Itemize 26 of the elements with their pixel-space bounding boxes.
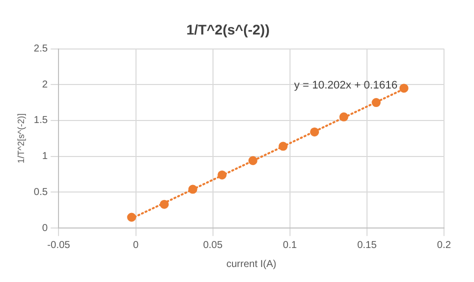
point — [248, 156, 258, 166]
point — [278, 142, 288, 151]
x-tick-label: 0.1 — [282, 240, 298, 251]
x-tick-label: -0.05 — [47, 240, 71, 251]
point — [372, 98, 381, 108]
point — [160, 200, 169, 209]
y-tick-label: 2.5 — [34, 44, 48, 55]
x-tick-label: 0.2 — [437, 240, 452, 251]
y-tick-label: 1.5 — [34, 115, 48, 126]
point — [188, 184, 198, 194]
y-axis-title: 1/T^2[s^(-2)] — [16, 113, 26, 164]
chart-title: 1/T^2(s^(-2)) — [186, 21, 270, 38]
point — [339, 112, 348, 122]
point — [127, 212, 136, 222]
x-axis-title: current I(A) — [226, 258, 276, 270]
y-tick-label: 0 — [42, 222, 48, 234]
y-tick-label: 2 — [42, 79, 48, 90]
point — [218, 170, 227, 180]
y-tick-label: 0.5 — [34, 186, 48, 198]
point — [310, 127, 320, 136]
x-tick-label: 0.15 — [357, 240, 378, 251]
y-tick-label: 1 — [42, 151, 48, 162]
annotation: y = 10.202x + 0.1616 — [294, 79, 398, 92]
x-tick-label: 0.05 — [203, 240, 223, 251]
point — [399, 84, 408, 93]
x-tick-label: 0 — [132, 240, 139, 251]
